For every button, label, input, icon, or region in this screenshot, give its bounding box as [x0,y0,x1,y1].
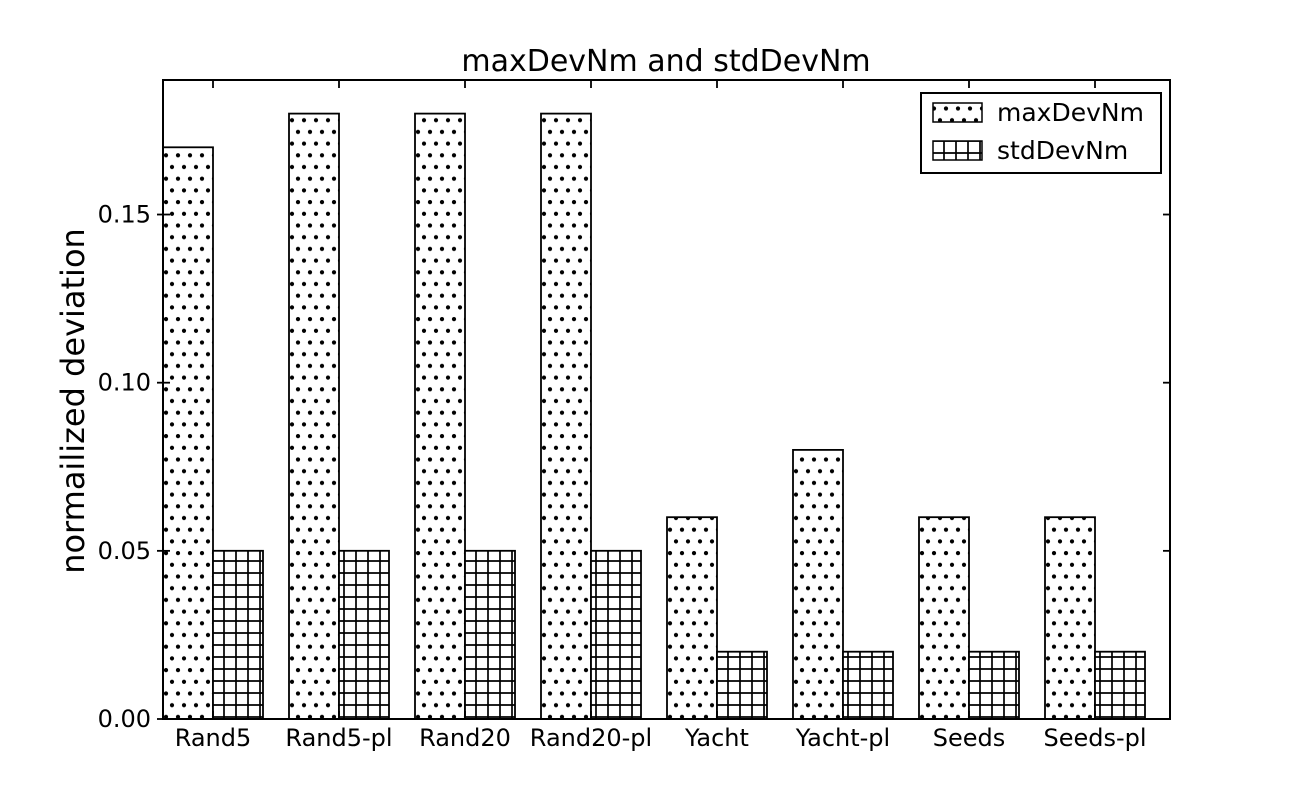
y-tick-label-0.05: 0.05 [98,537,151,565]
legend-entry-stdDevNm: stdDevNm [932,136,1128,165]
bar-stdDevNm-Rand5-pl [338,549,390,720]
y-tick-label-0.15: 0.15 [98,201,151,229]
y-tick-label-0.00: 0.00 [98,705,151,733]
bar-maxDevNm-Yacht-pl [792,448,844,720]
legend-swatch-grid [932,140,983,161]
plot-area-border [162,79,1171,720]
bar-maxDevNm-Rand5-pl [288,112,340,720]
y-tick-label-0.10: 0.10 [98,369,151,397]
x-tick-label-Rand5: Rand5 [175,724,252,752]
bar-stdDevNm-Rand5 [212,549,264,720]
bar-stdDevNm-Rand20 [464,549,516,720]
bar-maxDevNm-Seeds-pl [1044,516,1096,720]
tick-labels-layer: Rand5 Rand5-pl Rand20 Rand20-pl Yacht Yacht-p… [98,201,1147,753]
y-axis-label: normailized deviation [54,228,92,574]
x-tick-label-Rand5-pl: Rand5-pl [285,724,392,752]
bar-stdDevNm-Yacht-pl [842,650,894,720]
bar-stdDevNm-Yacht [716,650,768,720]
x-tick-label-Yacht-pl: Yacht-pl [795,724,890,752]
x-tick-label-Seeds-pl: Seeds-pl [1043,724,1146,752]
legend-label-stdDevNm: stdDevNm [997,136,1128,165]
legend-label-maxDevNm: maxDevNm [997,98,1144,127]
legend-entry-maxDevNm: maxDevNm [932,98,1144,127]
bar-maxDevNm-Rand5 [162,146,214,720]
bars-layer [162,112,1146,720]
bar-stdDevNm-Rand20-pl [590,549,642,720]
bar-maxDevNm-Seeds [918,516,970,720]
x-tick-label-Rand20-pl: Rand20-pl [530,724,652,752]
chart-title: maxDevNm and stdDevNm [461,44,870,79]
bar-maxDevNm-Rand20 [414,112,466,720]
bar-maxDevNm-Rand20-pl [540,112,592,720]
bar-stdDevNm-Seeds-pl [1094,650,1146,720]
ticks-layer [157,80,1171,720]
bar-maxDevNm-Yacht [666,516,718,720]
x-tick-label-Rand20: Rand20 [419,724,511,752]
bar-stdDevNm-Seeds [968,650,1020,720]
x-tick-label-Yacht: Yacht [684,724,749,752]
x-tick-label-Seeds: Seeds [933,724,1006,752]
legend-swatch-dots [932,102,983,123]
legend: maxDevNm stdDevNm [920,92,1162,174]
